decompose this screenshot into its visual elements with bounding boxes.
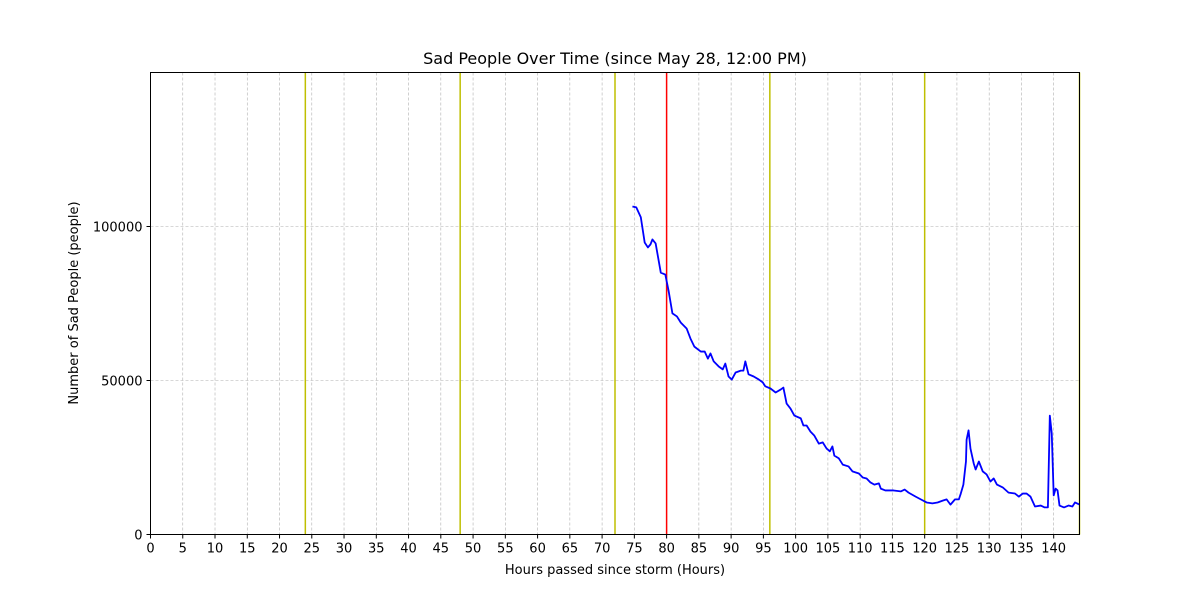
x-tick-label: 65	[562, 542, 579, 557]
y-tick-label: 0	[134, 529, 142, 544]
x-tick-label: 120	[912, 542, 937, 557]
y-tick-label: 50000	[101, 375, 142, 390]
x-tick-label: 90	[723, 542, 740, 557]
x-tick-label: 45	[433, 542, 450, 557]
x-tick-label: 125	[945, 542, 970, 557]
x-tick-label: 55	[497, 542, 514, 557]
x-tick-label: 10	[207, 542, 224, 557]
x-tick-label: 50	[465, 542, 482, 557]
ticks: 0 5 10 15 20 25 30 35 40 45 50 55 60 65 70 75 80 85 90 95 10…	[93, 221, 1066, 557]
x-tick-label: 75	[626, 542, 643, 557]
x-tick-label: 85	[691, 542, 708, 557]
plot-area	[304, 72, 1081, 535]
x-axis-label: Hours passed since storm (Hours)	[505, 563, 725, 578]
x-tick-label: 135	[1009, 542, 1034, 557]
data-line	[632, 205, 1080, 509]
axes-frame	[150, 72, 1080, 535]
x-tick-label: 140	[1041, 542, 1066, 557]
x-tick-label: 40	[400, 542, 417, 557]
x-tick-label: 95	[755, 542, 772, 557]
x-tick-label: 15	[239, 542, 256, 557]
x-tick-label: 130	[977, 542, 1002, 557]
x-tick-label: 70	[594, 542, 611, 557]
x-tick-label: 30	[336, 542, 353, 557]
y-axis-label: Number of Sad People (people)	[67, 201, 82, 404]
x-tick-label: 115	[880, 542, 905, 557]
x-tick-label: 20	[271, 542, 288, 557]
x-tick-label: 105	[815, 542, 840, 557]
y-tick-label: 100000	[93, 221, 143, 236]
x-tick-label: 80	[658, 542, 675, 557]
x-tick-label: 60	[529, 542, 546, 557]
x-tick-label: 35	[368, 542, 385, 557]
x-tick-label: 100	[783, 542, 808, 557]
x-tick-label: 110	[848, 542, 873, 557]
x-tick-label: 5	[179, 542, 187, 557]
x-tick-label: 25	[304, 542, 321, 557]
x-tick-label: 0	[146, 542, 154, 557]
chart-title: Sad People Over Time (since May 28, 12:0…	[423, 49, 807, 68]
